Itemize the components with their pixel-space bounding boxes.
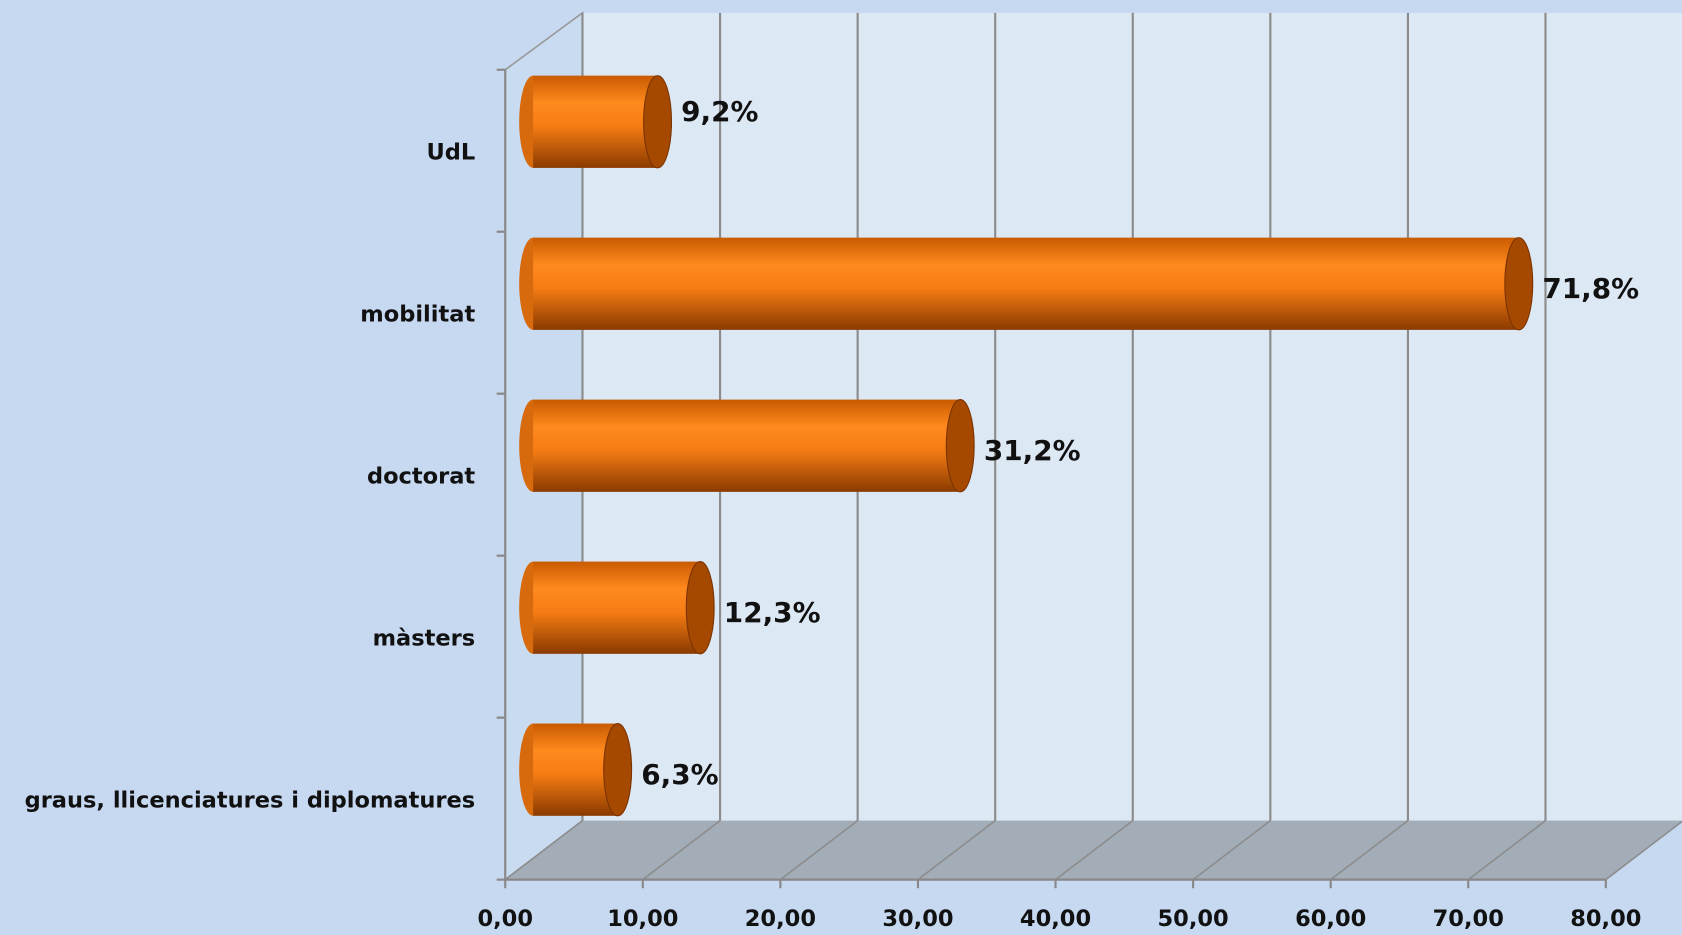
bar-body (533, 399, 961, 492)
value-label: 9,2% (681, 95, 758, 128)
x-tick-label: 30,00 (882, 906, 953, 932)
bar (519, 75, 673, 169)
floor-grid-line (1467, 819, 1546, 881)
floor-grid-line (642, 819, 721, 881)
bar-body (533, 237, 1519, 330)
x-tick-label: 80,00 (1570, 906, 1641, 932)
floor-grid-line (779, 819, 859, 881)
value-label: 71,8% (1542, 272, 1639, 305)
bar-body (533, 561, 701, 654)
x-tick-label: 40,00 (1020, 906, 1091, 932)
floor-grid-line (1055, 819, 1134, 881)
bar (519, 561, 715, 655)
y-tick-label: mobilitat (360, 301, 475, 327)
x-tick-label: 0,00 (477, 906, 533, 932)
y-tick-label: màsters (373, 625, 476, 651)
floor-grid-line (1330, 819, 1409, 881)
y-tick-label: doctorat (367, 463, 475, 489)
bar-body (533, 75, 658, 168)
y-tick-label: UdL (426, 139, 475, 165)
value-label: 6,3% (641, 758, 718, 791)
bar-cap (685, 561, 715, 655)
floor-grid-line (504, 819, 583, 881)
x-tick-label: 50,00 (1157, 906, 1228, 932)
bar-cap (603, 723, 633, 817)
x-tick-label: 20,00 (745, 906, 816, 932)
floor-grid-line (917, 819, 996, 881)
x-tick-label: 10,00 (607, 906, 678, 932)
x-tick-label: 60,00 (1295, 906, 1366, 932)
bars (519, 75, 1534, 817)
bar (519, 723, 633, 817)
value-label: 12,3% (724, 596, 821, 629)
floor-grid-line (1605, 820, 1682, 881)
bar (519, 399, 975, 493)
bar (519, 237, 1534, 331)
bar-cap (643, 75, 673, 169)
floor-grid-line (1192, 819, 1271, 881)
bar-cap (945, 399, 975, 493)
x-tick-label: 70,00 (1433, 906, 1504, 932)
y-tick-label: graus, llicenciatures i diplomatures (25, 787, 476, 813)
value-label: 31,2% (984, 434, 1081, 467)
bar-cap (1504, 237, 1534, 331)
